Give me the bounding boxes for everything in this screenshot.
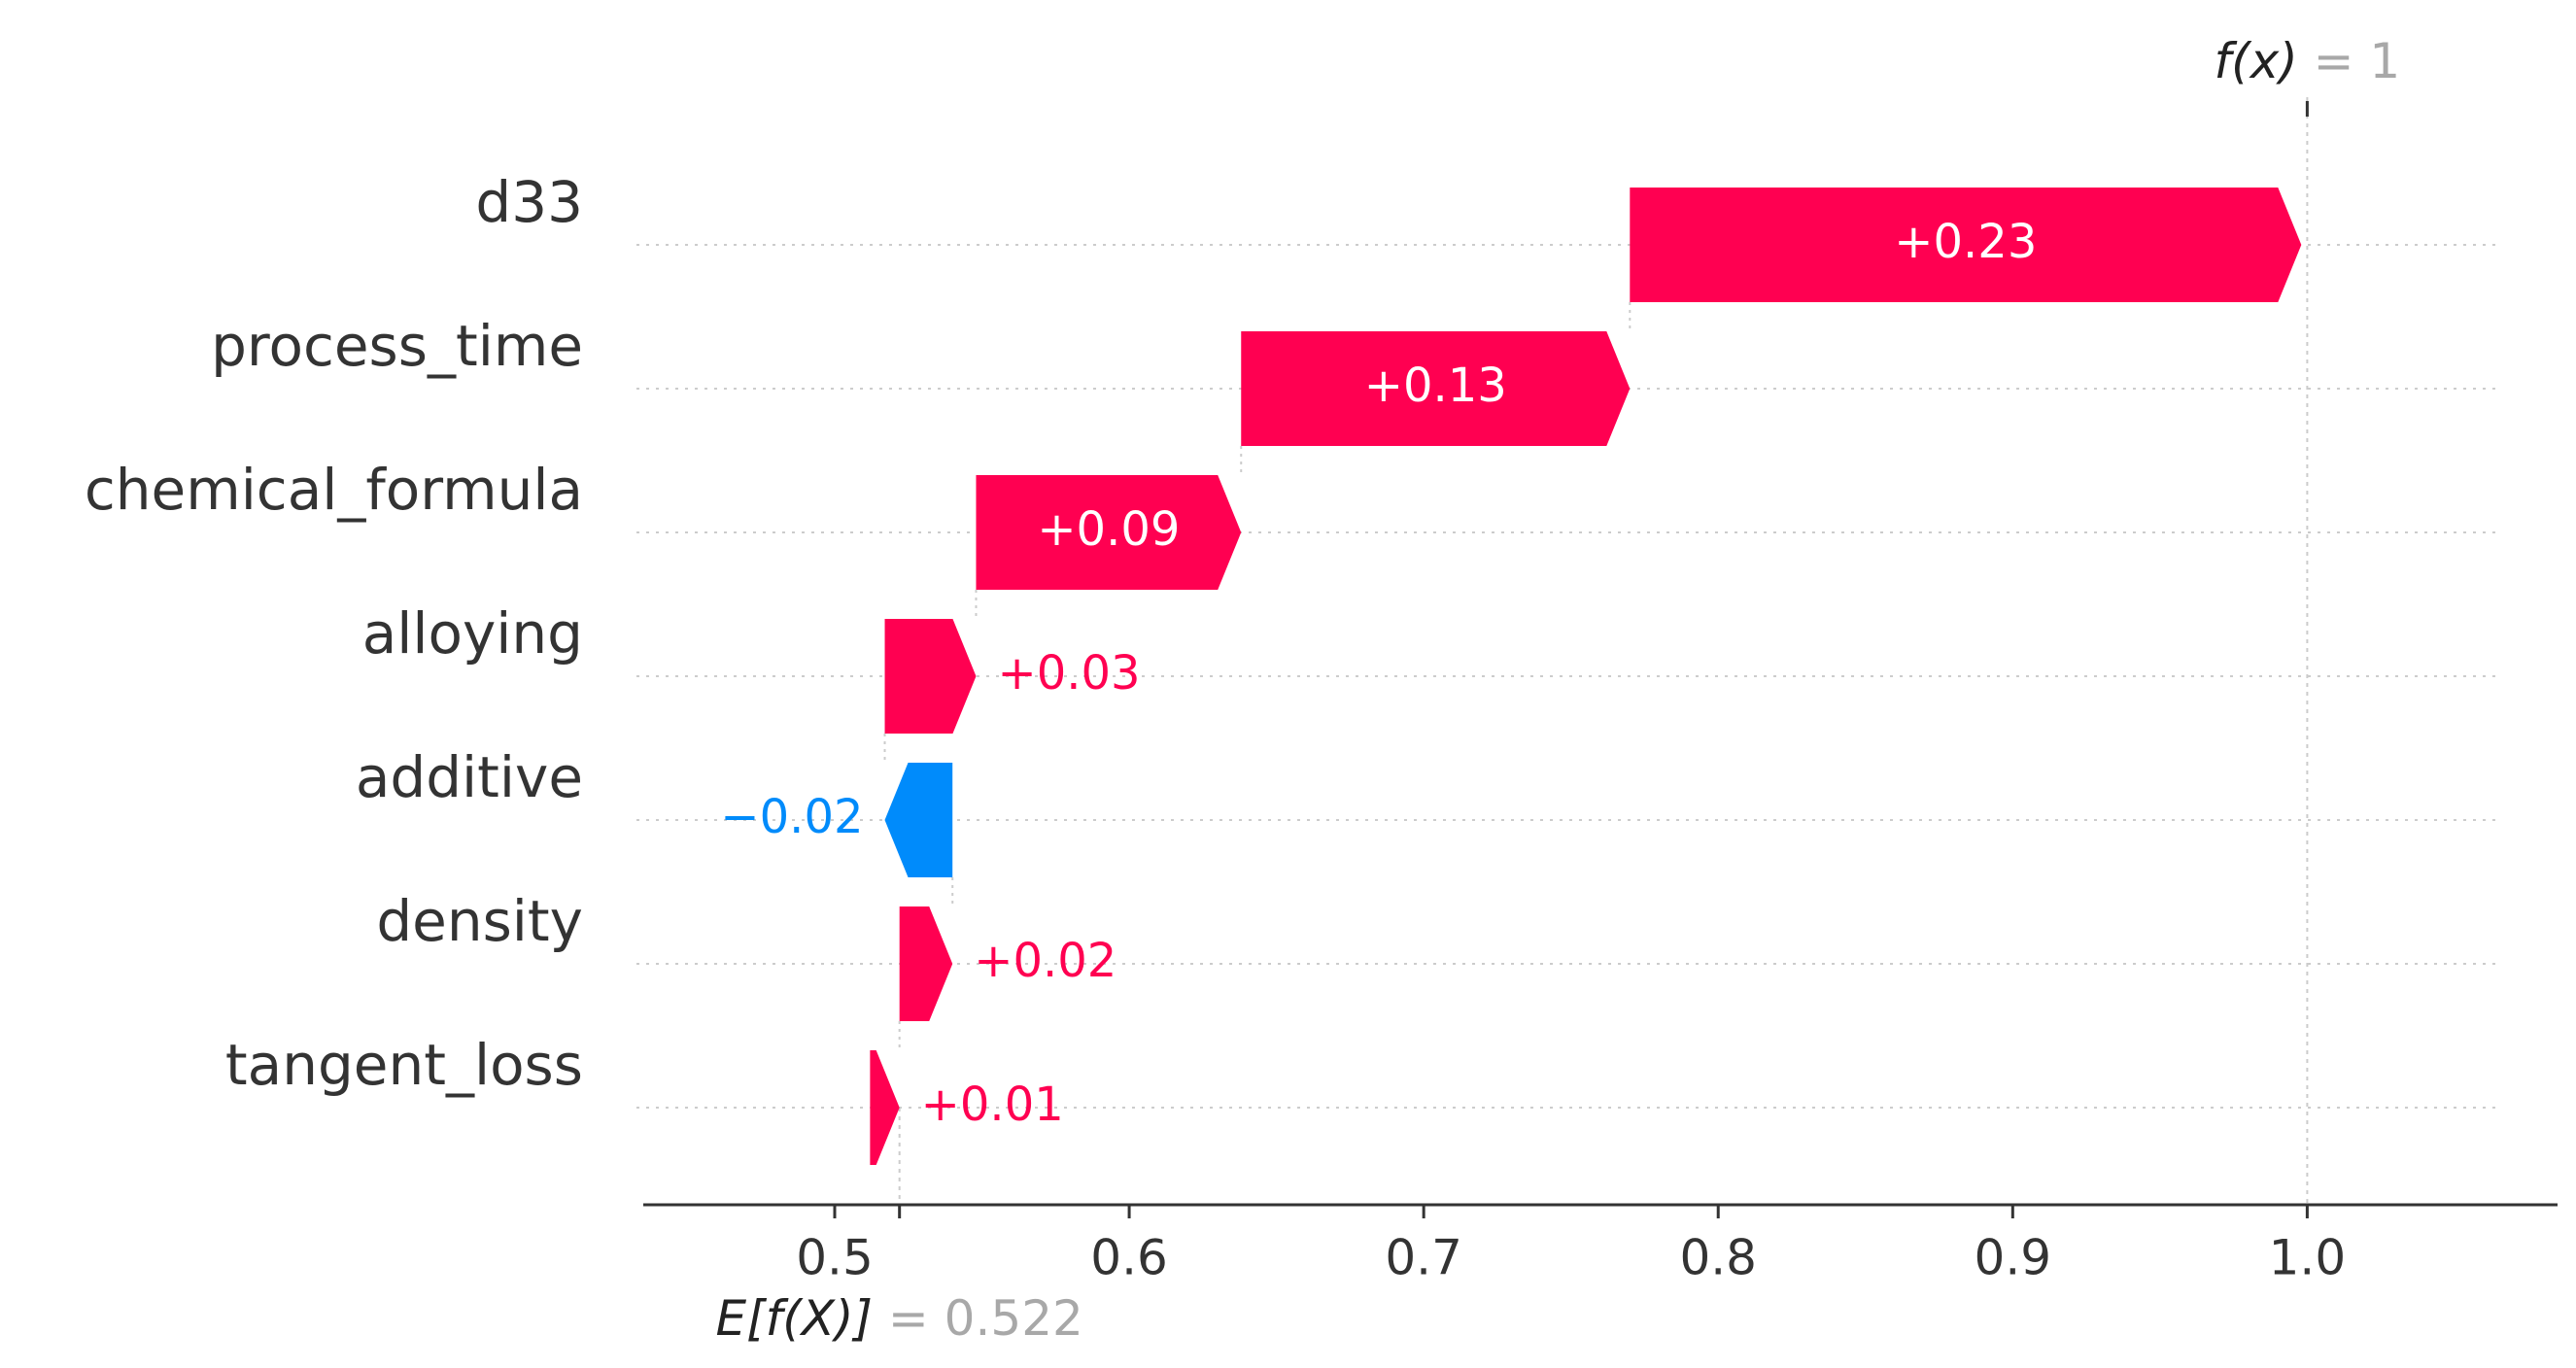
x-tick-label-0.6: 0.6 bbox=[1090, 1230, 1168, 1286]
feature-label-chemical_formula: chemical_formula bbox=[85, 457, 583, 523]
x-tick-label-0.9: 0.9 bbox=[1975, 1230, 2052, 1286]
bar-alloying bbox=[884, 619, 977, 734]
bar-density bbox=[899, 906, 953, 1021]
feature-label-d33: d33 bbox=[475, 169, 583, 235]
bars-layer bbox=[870, 188, 2302, 1165]
output-value-number: = 1 bbox=[2298, 33, 2401, 89]
feature-label-additive: additive bbox=[356, 744, 583, 810]
x-axis: 0.5 0.6 0.7 0.8 0.9 1.0 E[f(X)] = 0.522 bbox=[643, 1203, 2558, 1347]
bar-value-label-tangent_loss: +0.01 bbox=[921, 1077, 1064, 1132]
bar-value-label-d33: +0.23 bbox=[1894, 215, 2037, 269]
x-tick-label-0.7: 0.7 bbox=[1385, 1230, 1462, 1286]
x-tick-label-1.0: 1.0 bbox=[2269, 1230, 2347, 1286]
bar-d33 bbox=[1630, 188, 2302, 302]
output-value-annotation: f(x) = 1 bbox=[2215, 33, 2401, 89]
base-value-annotation: E[f(X)] = 0.522 bbox=[716, 1290, 1083, 1347]
feature-label-density: density bbox=[376, 888, 583, 954]
x-tick-label-0.5: 0.5 bbox=[796, 1230, 874, 1286]
bar-value-label-process_time: +0.13 bbox=[1364, 359, 1507, 413]
bar-process_time bbox=[1241, 331, 1631, 446]
labels-layer: d33 +0.23 process_time +0.13 chemical_formul… bbox=[85, 169, 2038, 1132]
output-value-name: f(x) bbox=[2215, 33, 2298, 89]
feature-label-process_time: process_time bbox=[211, 313, 583, 379]
bar-chemical_formula bbox=[976, 475, 1242, 590]
bar-value-label-additive: −0.02 bbox=[720, 790, 863, 844]
bar-value-label-alloying: +0.03 bbox=[997, 646, 1140, 701]
feature-label-tangent_loss: tangent_loss bbox=[225, 1032, 583, 1098]
x-tick-label-0.8: 0.8 bbox=[1679, 1230, 1757, 1286]
output-annotation: f(x) = 1 bbox=[2215, 33, 2401, 117]
base-value-number: = 0.522 bbox=[873, 1290, 1083, 1347]
bar-additive bbox=[884, 763, 953, 877]
grid-layer bbox=[636, 97, 2497, 1205]
base-value-name: E[f(X)] bbox=[716, 1290, 873, 1347]
feature-label-alloying: alloying bbox=[362, 600, 583, 667]
bar-value-label-density: +0.02 bbox=[974, 934, 1116, 988]
bar-tangent_loss bbox=[870, 1050, 900, 1165]
bar-value-label-chemical_formula: +0.09 bbox=[1037, 502, 1180, 557]
